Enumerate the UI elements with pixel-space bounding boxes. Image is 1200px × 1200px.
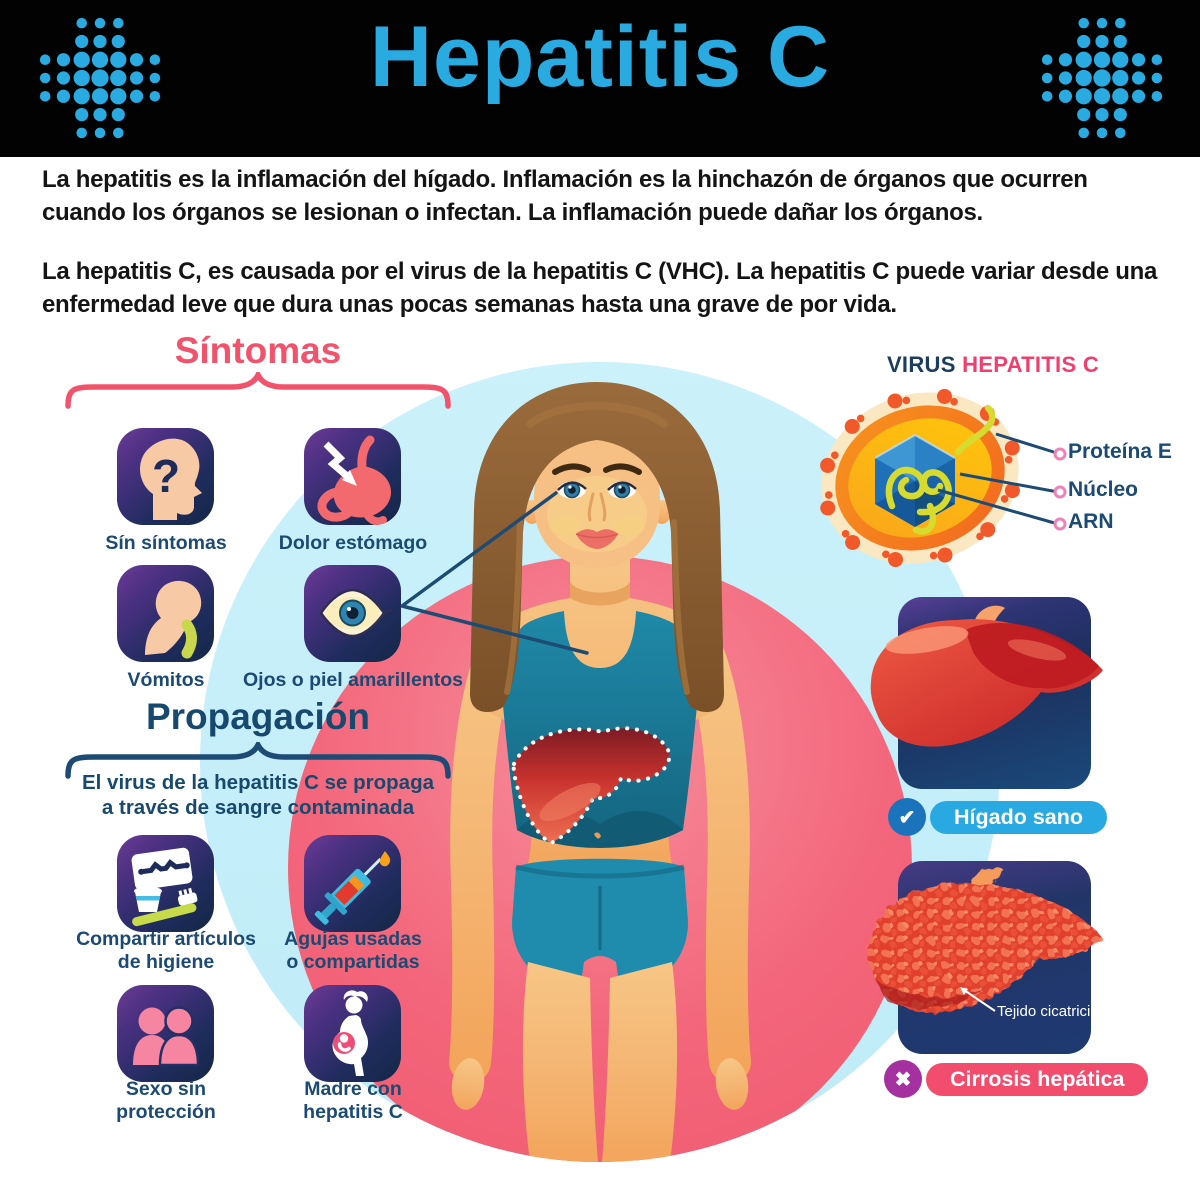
page-title: Hepatitis C — [369, 9, 831, 105]
symptoms-title: Síntomas — [174, 330, 342, 371]
cirrhosis-label: Cirrosis hepática — [926, 1062, 1149, 1096]
cirrhotic-liver-illustration — [867, 867, 1102, 1013]
spread-label: Agujas usadas o compartidas — [228, 928, 478, 973]
spread-subtitle: El virus de la hepatitis C se propaga a … — [40, 770, 476, 820]
virus-label-proteina-e: Proteína E — [1068, 440, 1172, 463]
shared-hygiene-items-icon — [117, 835, 214, 932]
label-line: Madre con — [304, 1078, 402, 1100]
right-eyebrow — [603, 463, 642, 475]
virus-label-bullets — [1053, 447, 1067, 531]
spread-label: Compartir artículos de higiene — [41, 928, 291, 973]
intro-paragraph-1: La hepatitis es la inflamación del hígad… — [42, 166, 1088, 226]
virus-label-arn: ARN — [1068, 510, 1114, 533]
left-eyebrow — [552, 463, 591, 475]
label-line: Sexo sin — [125, 1078, 207, 1100]
label-line: protección — [116, 1100, 216, 1123]
hair — [469, 382, 725, 713]
nose — [587, 492, 607, 522]
navel — [594, 832, 601, 839]
hepatitis-virus-diagram — [820, 388, 1067, 568]
check-icon: ✔ — [888, 798, 926, 836]
symptom-label: Ojos o piel amarillentos — [243, 669, 463, 691]
cheek — [613, 516, 645, 536]
mother-with-hepatitis-icon — [304, 985, 401, 1082]
svg-text:?: ? — [152, 450, 180, 502]
used-needles-icon — [304, 835, 401, 932]
yellow-eyes-icon — [304, 565, 401, 662]
shorts-waistband — [515, 864, 685, 879]
scar-tissue-label: Tejido cicatricial — [997, 1003, 1103, 1020]
label-line: de higiene — [117, 950, 215, 973]
vomiting-icon — [117, 565, 214, 662]
spread-subtitle-line1: El virus de la hepatitis C se propaga — [81, 771, 435, 794]
virus-rna-strands — [885, 404, 996, 535]
no-symptoms-icon: ? — [117, 428, 214, 525]
spread-brace — [65, 742, 451, 779]
virus-title-prefix: VIRUS — [886, 352, 956, 377]
healthy-liver-label: Hígado sano — [930, 800, 1108, 834]
unprotected-sex-icon — [117, 985, 214, 1082]
label-line: Compartir artículos — [76, 928, 256, 950]
right-leg — [602, 962, 678, 1162]
right-hand — [715, 1058, 749, 1110]
spread-label: Madre con hepatitis C — [228, 1078, 478, 1123]
virus-label-nucleo: Núcleo — [1068, 478, 1139, 501]
stomach-pain-icon — [304, 428, 401, 525]
left-eye — [557, 481, 587, 499]
spread-title: Propagación — [145, 696, 371, 737]
header-band: Hepatitis C — [0, 0, 1200, 157]
intro-text: La hepatitis es la inflamación del hígad… — [42, 164, 1168, 349]
x-icon: ✖ — [884, 1060, 922, 1098]
label-line: hepatitis C — [303, 1100, 403, 1123]
cirrhosis-badge: ✖ Cirrosis hepática — [884, 1060, 1149, 1098]
medical-cross-dots-icon — [36, 14, 164, 142]
label-line: Agujas usadas — [284, 928, 422, 950]
spread-subtitle-line2: a través de sangre contaminada — [101, 796, 415, 819]
symptom-label: Dolor estómago — [278, 532, 428, 554]
right-eye — [607, 481, 637, 499]
left-leg — [522, 962, 598, 1162]
virus-title-accent: HEPATITIS C — [962, 352, 1100, 377]
intro-paragraph-2: La hepatitis C, es causada por el virus … — [42, 258, 1158, 318]
healthy-liver-badge: ✔ Hígado sano — [888, 798, 1108, 836]
medical-cross-dots-icon — [1038, 14, 1166, 142]
healthy-liver-illustration — [870, 605, 1103, 747]
background-circle-blue — [200, 362, 1000, 1162]
liver-sheen — [539, 782, 601, 822]
virus-label-lines — [937, 432, 1061, 526]
virus-title: VIRUS HEPATITIS C — [863, 352, 1123, 378]
symptoms-brace — [65, 372, 451, 409]
symptom-label: Sín síntomas — [105, 532, 227, 554]
spread-label: Sexo sin protección — [41, 1078, 291, 1123]
label-line: o compartidas — [286, 950, 420, 973]
left-hand — [451, 1058, 485, 1110]
cheek — [549, 516, 581, 536]
symptom-label: Vómitos — [127, 669, 205, 691]
hair-sheen — [526, 402, 668, 428]
